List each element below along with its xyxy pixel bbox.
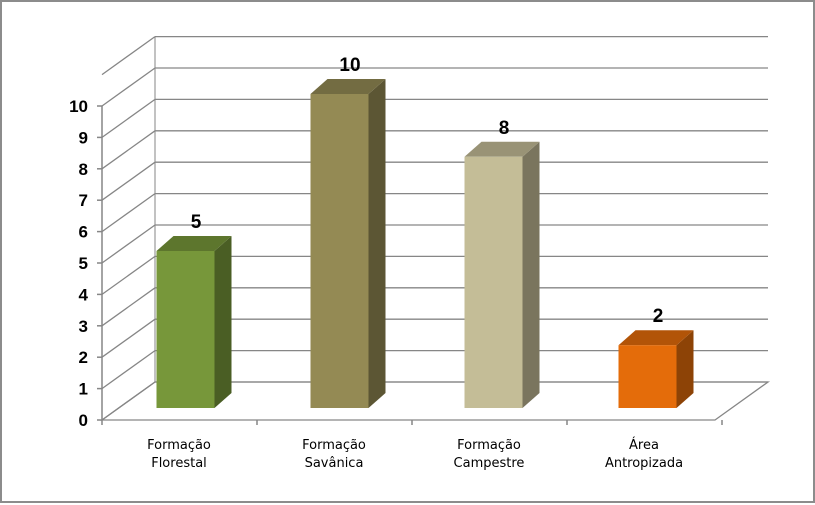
bar-1 (156, 236, 232, 408)
category-label: Formação (457, 438, 521, 453)
gridline-side (101, 255, 156, 295)
data-label: 2 (653, 306, 664, 327)
y-tick-label: 2 (79, 348, 88, 367)
gridline-side (101, 98, 156, 138)
y-tick-label: 10 (69, 97, 88, 116)
category-label: Formação (147, 438, 211, 453)
bar-side (676, 330, 694, 408)
chart-floor (99, 381, 771, 421)
bars (156, 79, 694, 409)
floor-plane (99, 381, 771, 421)
data-label: 5 (191, 212, 202, 233)
gridline-side (101, 67, 156, 107)
category-label: Área (629, 437, 659, 453)
y-tick-label: 1 (79, 380, 88, 399)
bar-side (214, 236, 232, 408)
data-label: 8 (499, 118, 510, 139)
data-label: 10 (339, 55, 360, 76)
y-tick-label: 4 (79, 285, 89, 304)
y-tick-label: 7 (79, 191, 88, 210)
gridline-side (101, 224, 156, 264)
bar-front (156, 251, 215, 408)
gridline-side (101, 193, 156, 233)
bar-front (618, 345, 677, 408)
bar-4 (618, 330, 694, 408)
y-tick-label: 6 (79, 223, 88, 242)
bar-side (522, 141, 540, 409)
y-tick-label: 3 (79, 317, 88, 336)
bar-top (464, 141, 540, 157)
bar-top (310, 79, 386, 94)
category-label: Campestre (454, 456, 525, 471)
gridline-side (101, 130, 156, 170)
y-tick-label: 9 (79, 128, 88, 147)
y-tick-label: 8 (79, 160, 88, 179)
labels: 5 Formação Florestal 10 Formação Savânica 8 For… (147, 55, 683, 471)
bar-front (310, 94, 369, 408)
y-tick-label: 5 (79, 254, 88, 273)
bar-3 (464, 141, 540, 409)
gridline-side (101, 36, 156, 76)
category-label: Savânica (305, 456, 364, 471)
y-tick-label: 0 (79, 411, 88, 430)
bar-top (156, 236, 232, 251)
bar-2 (310, 79, 386, 408)
y-axis: 0 1 2 3 4 5 6 7 8 9 10 (69, 97, 723, 430)
category-label: Formação (302, 438, 366, 453)
bar-side (368, 79, 386, 408)
bar-front (464, 156, 523, 408)
gridline-side (101, 350, 156, 390)
category-label: Antropizada (605, 456, 683, 471)
gridline-side (101, 318, 156, 358)
gridlines (101, 35, 768, 421)
bar-top (618, 330, 694, 346)
gridline-side (101, 161, 156, 201)
category-label: Florestal (151, 456, 207, 471)
gridline-side (101, 287, 156, 327)
